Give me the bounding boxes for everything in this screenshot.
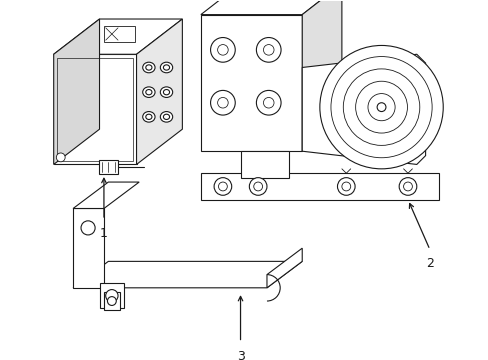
Circle shape: [217, 98, 228, 108]
Ellipse shape: [142, 87, 155, 98]
Circle shape: [81, 221, 95, 235]
Ellipse shape: [160, 87, 172, 98]
Circle shape: [56, 153, 65, 162]
Polygon shape: [73, 208, 104, 288]
Polygon shape: [54, 19, 182, 54]
Circle shape: [249, 177, 266, 195]
Circle shape: [355, 81, 407, 133]
Ellipse shape: [163, 114, 169, 120]
Ellipse shape: [163, 65, 169, 70]
Circle shape: [256, 90, 281, 115]
Circle shape: [398, 177, 416, 195]
Ellipse shape: [145, 90, 152, 95]
Circle shape: [256, 37, 281, 62]
Circle shape: [217, 45, 228, 55]
Circle shape: [210, 37, 235, 62]
Circle shape: [367, 94, 394, 121]
Circle shape: [376, 103, 385, 112]
Polygon shape: [54, 54, 136, 165]
Circle shape: [403, 182, 411, 191]
Circle shape: [263, 45, 273, 55]
Circle shape: [218, 182, 227, 191]
Ellipse shape: [160, 62, 172, 73]
Circle shape: [253, 182, 262, 191]
Polygon shape: [104, 292, 120, 310]
Ellipse shape: [142, 112, 155, 122]
Polygon shape: [100, 283, 124, 308]
Polygon shape: [104, 26, 135, 42]
Ellipse shape: [160, 112, 172, 122]
Circle shape: [105, 289, 118, 302]
Polygon shape: [99, 160, 118, 174]
Text: 3: 3: [236, 350, 244, 360]
Polygon shape: [201, 173, 438, 200]
Ellipse shape: [142, 62, 155, 73]
Circle shape: [319, 45, 442, 169]
Polygon shape: [240, 151, 288, 177]
Circle shape: [330, 57, 431, 158]
Circle shape: [210, 90, 235, 115]
Ellipse shape: [145, 114, 152, 120]
Circle shape: [343, 69, 419, 145]
Polygon shape: [302, 54, 425, 165]
Polygon shape: [73, 182, 139, 208]
Ellipse shape: [145, 65, 152, 70]
Text: 1: 1: [100, 227, 108, 240]
Ellipse shape: [163, 90, 169, 95]
Circle shape: [341, 182, 350, 191]
Circle shape: [214, 177, 231, 195]
Text: 2: 2: [425, 257, 433, 270]
Circle shape: [337, 177, 354, 195]
Polygon shape: [201, 15, 302, 151]
Polygon shape: [73, 261, 302, 288]
Polygon shape: [201, 0, 341, 15]
Circle shape: [107, 297, 116, 305]
Polygon shape: [136, 19, 182, 165]
Circle shape: [263, 98, 273, 108]
Polygon shape: [302, 0, 341, 151]
Polygon shape: [54, 19, 100, 165]
Polygon shape: [266, 248, 302, 288]
